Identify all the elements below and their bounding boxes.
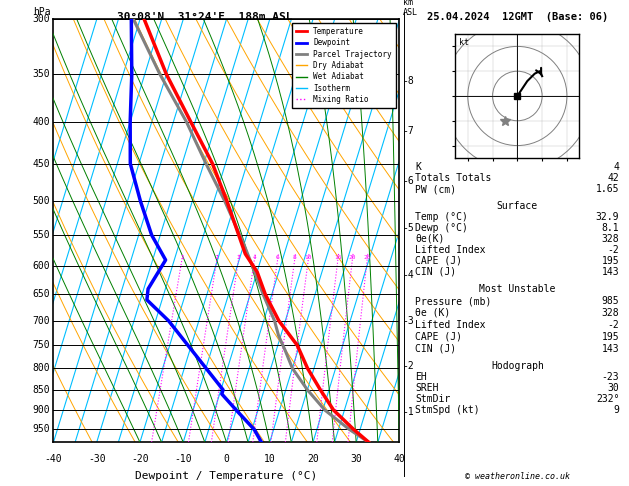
Text: CIN (J): CIN (J) [415, 267, 457, 277]
Text: 16: 16 [334, 255, 342, 260]
Text: 600: 600 [33, 261, 50, 271]
Text: 8.1: 8.1 [602, 223, 620, 233]
Text: -23: -23 [602, 372, 620, 382]
Text: 750: 750 [33, 340, 50, 350]
Text: 4: 4 [613, 162, 620, 172]
Text: K: K [415, 162, 421, 172]
Text: -40: -40 [45, 454, 62, 465]
Text: θe(K): θe(K) [415, 234, 445, 244]
Text: -10: -10 [174, 454, 192, 465]
Text: 950: 950 [33, 424, 50, 434]
Text: -6: -6 [403, 175, 415, 186]
Text: EH: EH [415, 372, 427, 382]
Text: 42: 42 [608, 173, 620, 183]
Text: 400: 400 [33, 117, 50, 127]
Text: Most Unstable: Most Unstable [479, 284, 555, 294]
Text: 40: 40 [394, 454, 405, 465]
Text: -20: -20 [131, 454, 149, 465]
Text: 4: 4 [252, 255, 256, 260]
Text: hPa: hPa [33, 7, 50, 17]
Text: 328: 328 [602, 308, 620, 318]
Text: Lifted Index: Lifted Index [415, 245, 486, 255]
Text: 550: 550 [33, 230, 50, 240]
Text: 328: 328 [602, 234, 620, 244]
Text: 25.04.2024  12GMT  (Base: 06): 25.04.2024 12GMT (Base: 06) [426, 12, 608, 22]
Text: 700: 700 [33, 316, 50, 326]
Text: 300: 300 [33, 15, 50, 24]
Text: 30°08'N  31°24'E  188m ASL: 30°08'N 31°24'E 188m ASL [116, 12, 292, 22]
Text: -8: -8 [403, 76, 415, 87]
Text: © weatheronline.co.uk: © weatheronline.co.uk [465, 472, 570, 481]
Text: Pressure (mb): Pressure (mb) [415, 296, 492, 306]
Text: Dewpoint / Temperature (°C): Dewpoint / Temperature (°C) [135, 471, 318, 481]
Text: -2: -2 [403, 361, 415, 371]
Text: -1: -1 [403, 407, 415, 417]
Text: 9: 9 [613, 405, 620, 415]
Text: 32.9: 32.9 [596, 212, 620, 222]
Text: 6: 6 [276, 255, 279, 260]
Text: Dewp (°C): Dewp (°C) [415, 223, 468, 233]
Text: CAPE (J): CAPE (J) [415, 332, 462, 342]
Text: 900: 900 [33, 405, 50, 415]
Text: 232°: 232° [596, 394, 620, 404]
Text: km
ASL: km ASL [403, 0, 418, 17]
Text: 20: 20 [307, 454, 319, 465]
Text: 195: 195 [602, 256, 620, 266]
Text: 10: 10 [304, 255, 312, 260]
Text: -7: -7 [403, 126, 415, 137]
Text: 1: 1 [180, 255, 184, 260]
Text: StmDir: StmDir [415, 394, 450, 404]
Text: -30: -30 [88, 454, 106, 465]
Text: 25: 25 [364, 255, 371, 260]
Text: CAPE (J): CAPE (J) [415, 256, 462, 266]
Text: -5: -5 [403, 224, 415, 233]
Text: 500: 500 [33, 196, 50, 206]
Text: CIN (J): CIN (J) [415, 344, 457, 354]
Text: 0: 0 [223, 454, 230, 465]
Text: θe (K): θe (K) [415, 308, 450, 318]
Text: StmSpd (kt): StmSpd (kt) [415, 405, 480, 415]
Text: 800: 800 [33, 363, 50, 373]
Text: 10: 10 [264, 454, 276, 465]
Text: Totals Totals: Totals Totals [415, 173, 492, 183]
Text: -4: -4 [403, 270, 415, 280]
Text: 3: 3 [237, 255, 240, 260]
Text: 143: 143 [602, 344, 620, 354]
Text: 143: 143 [602, 267, 620, 277]
Text: 30: 30 [350, 454, 362, 465]
Text: 1.65: 1.65 [596, 184, 620, 194]
Text: 450: 450 [33, 158, 50, 169]
Text: Hodograph: Hodograph [491, 361, 544, 371]
Text: Temp (°C): Temp (°C) [415, 212, 468, 222]
Text: 650: 650 [33, 290, 50, 299]
Text: 2: 2 [215, 255, 219, 260]
Text: 195: 195 [602, 332, 620, 342]
Text: 350: 350 [33, 69, 50, 79]
Text: -2: -2 [608, 320, 620, 330]
Text: PW (cm): PW (cm) [415, 184, 457, 194]
Text: -2: -2 [608, 245, 620, 255]
Text: 8: 8 [292, 255, 296, 260]
Text: 30: 30 [608, 383, 620, 393]
Text: -3: -3 [403, 316, 415, 326]
Text: 850: 850 [33, 385, 50, 395]
Text: Lifted Index: Lifted Index [415, 320, 486, 330]
Text: kt: kt [459, 38, 469, 47]
Text: 985: 985 [602, 296, 620, 306]
Text: SREH: SREH [415, 383, 439, 393]
Text: Surface: Surface [497, 201, 538, 211]
Text: 20: 20 [348, 255, 356, 260]
Legend: Temperature, Dewpoint, Parcel Trajectory, Dry Adiabat, Wet Adiabat, Isotherm, Mi: Temperature, Dewpoint, Parcel Trajectory… [292, 23, 396, 107]
